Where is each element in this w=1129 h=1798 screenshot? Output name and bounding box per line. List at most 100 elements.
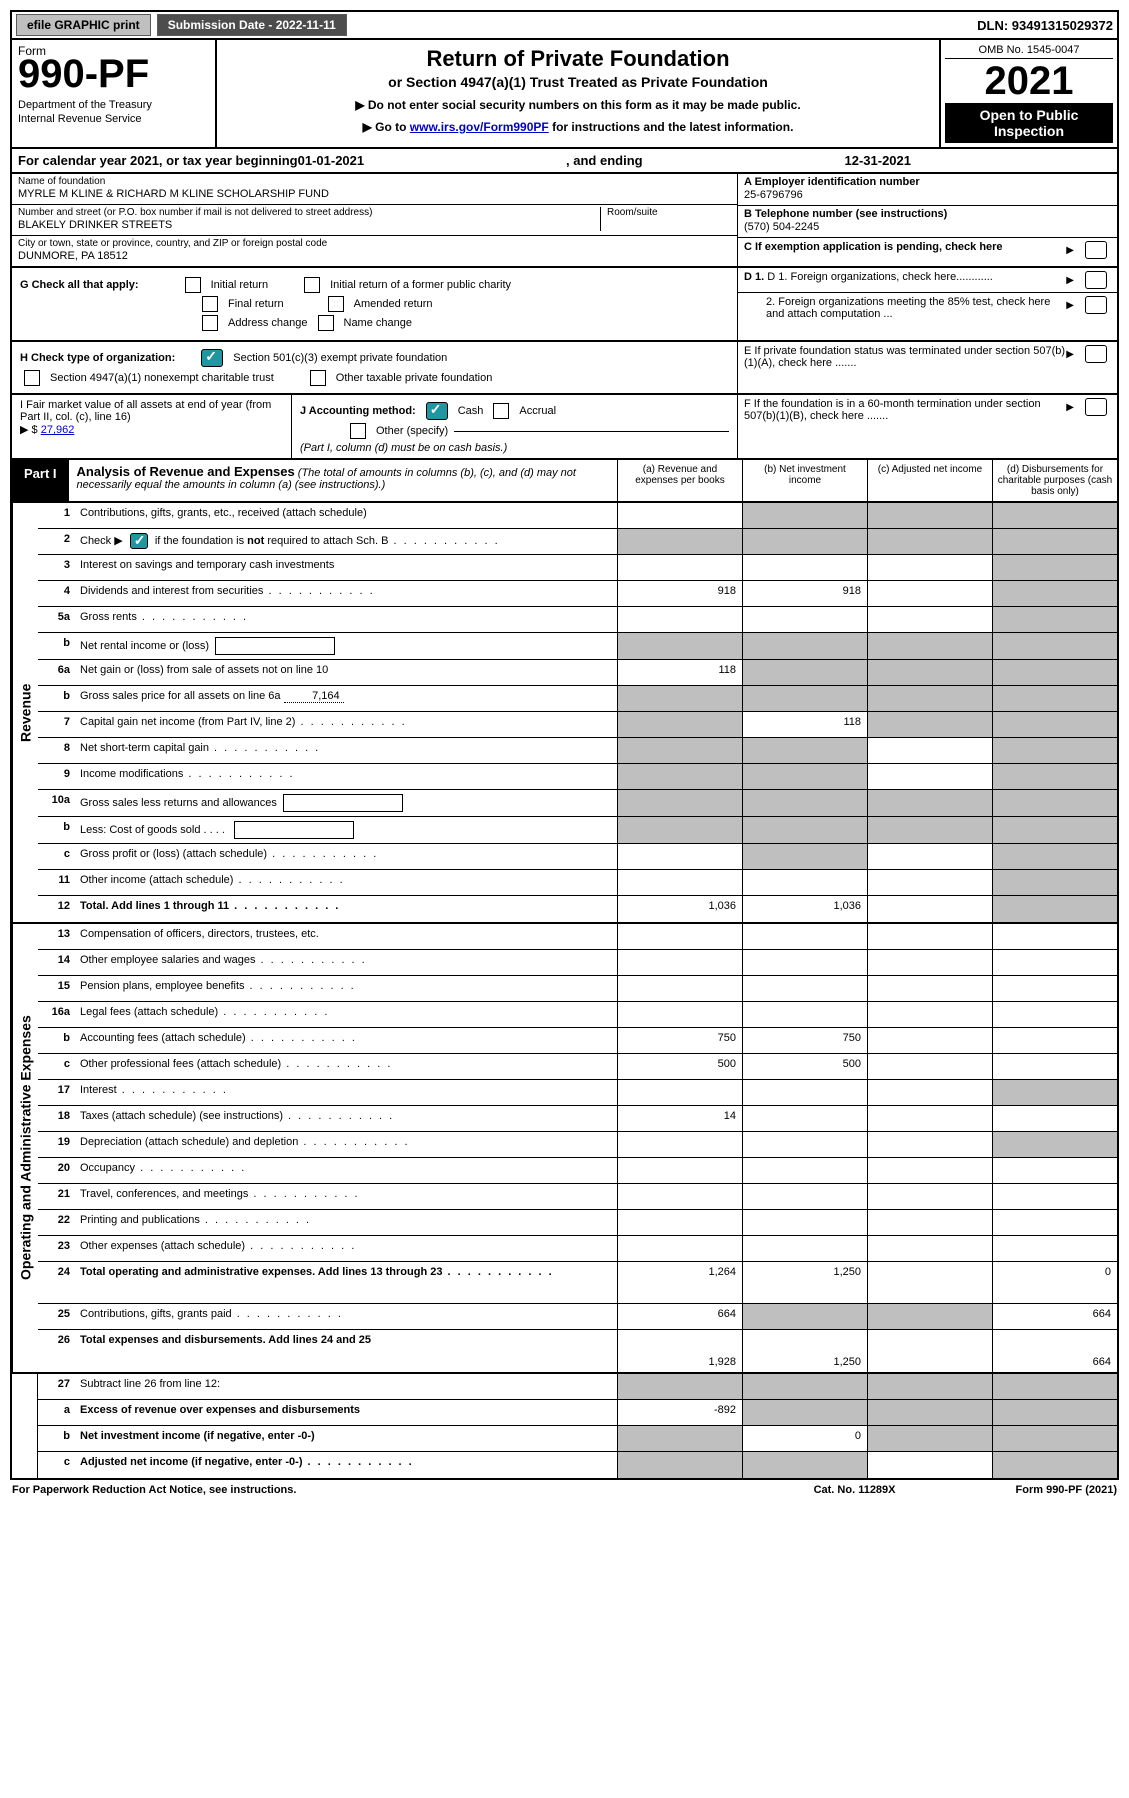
form-instr-2: ▶ Go to www.irs.gov/Form990PF for instru… [227,120,929,134]
j-other-checkbox[interactable] [350,423,366,439]
phone-label: B Telephone number (see instructions) [744,208,1111,220]
line-4-label: Dividends and interest from securities [74,581,617,606]
col-a-header: (a) Revenue and expenses per books [617,460,742,501]
line-16c-label: Other professional fees (attach schedule… [74,1054,617,1079]
g-final-return-checkbox[interactable] [202,296,218,312]
line-26-col-d: 664 [992,1330,1117,1372]
i-fmv-value[interactable]: 27,962 [41,424,75,436]
e-label: E If private foundation status was termi… [744,345,1066,369]
footer-form: Form 990-PF (2021) [1016,1484,1117,1496]
j-accrual-label: Accrual [519,405,556,417]
h-label: H Check type of organization: [20,352,175,364]
line-6b-value: 7,164 [284,690,344,703]
line-16c-col-b: 500 [742,1054,867,1079]
g-amended-checkbox[interactable] [328,296,344,312]
line-16c-col-a: 500 [617,1054,742,1079]
g-name-change-checkbox[interactable] [318,315,334,331]
g-opt-address: Address change [228,317,308,329]
i-label: I Fair market value of all assets at end… [20,399,271,423]
line-10c-label: Gross profit or (loss) (attach schedule) [74,844,617,869]
form-number: 990-PF [18,52,207,97]
f-checkbox[interactable] [1085,398,1107,416]
line-16b-col-a: 750 [617,1028,742,1053]
line-2-checkbox[interactable] [130,533,148,549]
part-1-title: Analysis of Revenue and Expenses [77,464,295,479]
g-initial-former-checkbox[interactable] [304,277,320,293]
line-9-label: Income modifications [74,764,617,789]
j-other-label: Other (specify) [376,425,448,437]
e-checkbox[interactable] [1085,345,1107,363]
line-27b-label: Net investment income (if negative, ente… [74,1426,617,1451]
open-public-label: Open to Public Inspection [945,103,1113,143]
h-other-taxable-checkbox[interactable] [310,370,326,386]
line-16a-label: Legal fees (attach schedule) [74,1002,617,1027]
calendar-year-row: For calendar year 2021, or tax year begi… [10,149,1119,174]
section-g-d: G Check all that apply: Initial return I… [10,268,1119,342]
room-label: Room/suite [607,207,731,218]
line-25-col-a: 664 [617,1304,742,1329]
line-25-col-d: 664 [992,1304,1117,1329]
submission-date-button[interactable]: Submission Date - 2022-11-11 [157,14,347,36]
h-4947-checkbox[interactable] [24,370,40,386]
g-opt-name: Name change [344,317,413,329]
line-11-label: Other income (attach schedule) [74,870,617,895]
h-501c3-checkbox[interactable] [201,349,223,367]
form-instr-link[interactable]: www.irs.gov/Form990PF [410,120,549,134]
line-15-label: Pension plans, employee benefits [74,976,617,1001]
line-10b-label: Less: Cost of goods sold . . . . [74,817,617,843]
d1-checkbox[interactable] [1085,271,1107,289]
line-5a-label: Gross rents [74,607,617,632]
j-cash-checkbox[interactable] [426,402,448,420]
line-27a-col-a: -892 [617,1400,742,1425]
line-26-col-a: 1,928 [617,1330,742,1372]
footer-catno: Cat. No. 11289X [814,1484,896,1496]
city-value: DUNMORE, PA 18512 [18,250,731,262]
line-27b-col-b: 0 [742,1426,867,1451]
dept-treasury: Department of the Treasury [18,99,207,111]
revenue-side-label: Revenue [12,503,38,922]
line-6a-label: Net gain or (loss) from sale of assets n… [74,660,617,685]
line-20-label: Occupancy [74,1158,617,1183]
line-4-col-b: 918 [742,581,867,606]
expenses-side-label: Operating and Administrative Expenses [12,924,38,1372]
entity-block: Name of foundation MYRLE M KLINE & RICHA… [10,174,1119,268]
line-22-label: Printing and publications [74,1210,617,1235]
g-initial-return-checkbox[interactable] [185,277,201,293]
efile-button[interactable]: efile GRAPHIC print [16,14,151,36]
omb-number: OMB No. 1545-0047 [945,44,1113,59]
line-10a-label: Gross sales less returns and allowances [74,790,617,816]
j-note: (Part I, column (d) must be on cash basi… [300,442,729,454]
c-exemption-label: C If exemption application is pending, c… [744,241,1003,253]
line-6a-col-a: 118 [617,660,742,685]
form-subtitle: or Section 4947(a)(1) Trust Treated as P… [227,74,929,90]
foundation-name-label: Name of foundation [18,176,731,187]
part-1-badge: Part I [12,460,69,501]
line-17-label: Interest [74,1080,617,1105]
line-18-col-a: 14 [617,1106,742,1131]
line-27a-label: Excess of revenue over expenses and disb… [74,1400,617,1425]
line-5b-label: Net rental income or (loss) [74,633,617,659]
line-16b-label: Accounting fees (attach schedule) [74,1028,617,1053]
g-address-change-checkbox[interactable] [202,315,218,331]
c-checkbox[interactable] [1085,241,1107,259]
page-footer: For Paperwork Reduction Act Notice, see … [10,1480,1119,1500]
h-opt-other: Other taxable private foundation [336,372,493,384]
line-27-label: Subtract line 26 from line 12: [74,1374,617,1399]
h-opt-4947: Section 4947(a)(1) nonexempt charitable … [50,372,274,384]
col-b-header: (b) Net investment income [742,460,867,501]
line-12-col-b: 1,036 [742,896,867,922]
phone-value: (570) 504-2245 [744,221,1111,233]
tax-year: 2021 [945,61,1113,101]
line-2-label: Check ▶ if the foundation is not require… [74,529,617,554]
col-c-header: (c) Adjusted net income [867,460,992,501]
dln-text: DLN: 93491315029372 [977,18,1113,33]
line-7-label: Capital gain net income (from Part IV, l… [74,712,617,737]
d2-checkbox[interactable] [1085,296,1107,314]
form-header: Form 990-PF Department of the Treasury I… [10,40,1119,149]
form-title: Return of Private Foundation [227,46,929,72]
j-accrual-checkbox[interactable] [493,403,509,419]
line-4-col-a: 918 [617,581,742,606]
line-24-col-d: 0 [992,1262,1117,1303]
line-25-label: Contributions, gifts, grants paid [74,1304,617,1329]
line-26-label: Total expenses and disbursements. Add li… [74,1330,617,1372]
